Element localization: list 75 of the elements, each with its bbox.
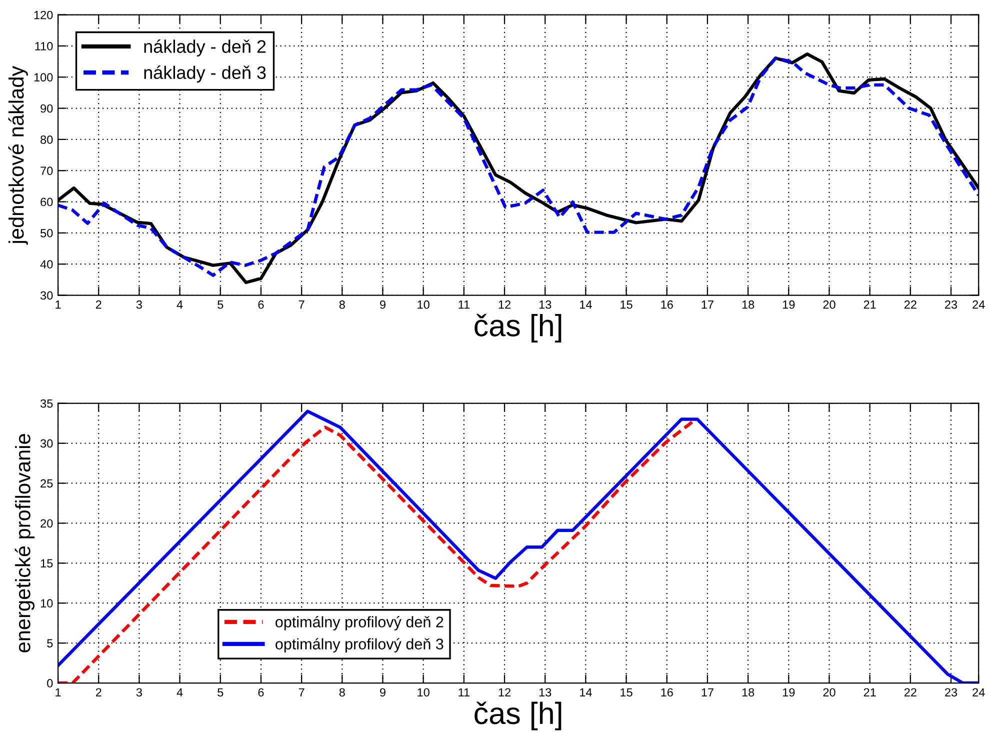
x-tick-label: 10: [418, 688, 430, 697]
x-tick-label: 7: [298, 688, 304, 696]
x-tick-label: 17: [702, 300, 714, 309]
x-tick-label: 2: [96, 300, 102, 309]
y-tick-label: 10: [40, 599, 53, 608]
x-tick-label: 19: [782, 688, 795, 697]
x-tick-label: 19: [782, 300, 795, 309]
x-tick-label: 9: [380, 300, 386, 309]
x-tick-label: 4: [176, 688, 183, 696]
x-tick-label: 24: [972, 688, 985, 696]
x-tick-label: 17: [702, 688, 714, 696]
x-tick-label: 15: [620, 688, 632, 697]
x-tick-label: 21: [864, 688, 876, 696]
y-tick-label: 40: [40, 260, 53, 268]
y-tick-label: 5: [47, 639, 53, 648]
y-tick-label: 50: [40, 228, 53, 238]
x-tick-label: 23: [945, 300, 958, 309]
y-tick-label: 60: [40, 198, 53, 206]
x-tick-label: 12: [498, 688, 510, 696]
x-tick-label: 20: [823, 688, 836, 697]
y-tick-label: 20: [40, 519, 53, 528]
x-tick-label: 22: [904, 688, 916, 696]
x-tick-label: 7: [298, 300, 304, 309]
legend-label: optimálny profilový deň 3: [276, 638, 444, 652]
x-tick-label: 21: [864, 300, 876, 309]
x-tick-label: 16: [661, 688, 673, 697]
x-tick-label: 2: [96, 688, 102, 696]
x-tick-label: 4: [176, 300, 183, 309]
y-tick-label: 70: [40, 166, 53, 176]
x-tick-label: 20: [823, 300, 836, 309]
legend-label: náklady - deň 3: [144, 66, 266, 83]
x-tick-label: 23: [945, 688, 958, 697]
x-tick-label: 3: [136, 688, 142, 697]
x-tick-label: 8: [339, 300, 345, 309]
x-axis-title: čas [h]: [474, 702, 562, 730]
legend-label: optimálny profilový deň 2: [276, 616, 444, 630]
line-series: [58, 419, 696, 684]
y-axis-title: energetické profilovanie: [14, 434, 34, 652]
x-tick-label: 8: [339, 688, 345, 697]
y-tick-label: 0: [47, 679, 53, 688]
y-tick-label: 100: [34, 73, 53, 82]
y-tick-label: 30: [40, 439, 53, 448]
legend-label: náklady - deň 2: [144, 39, 266, 57]
y-tick-label: 110: [35, 42, 53, 50]
x-tick-label: 14: [580, 300, 592, 309]
y-axis-title: jednotkové náklady: [8, 66, 28, 245]
x-tick-label: 11: [458, 688, 470, 696]
x-tick-label: 3: [136, 300, 142, 309]
x-tick-label: 6: [258, 300, 264, 309]
y-tick-label: 90: [40, 104, 53, 113]
x-tick-label: 9: [380, 688, 386, 697]
x-tick-label: 13: [539, 688, 552, 697]
x-axis-title: čas [h]: [474, 314, 562, 342]
x-tick-label: 5: [218, 300, 224, 309]
x-tick-label: 18: [742, 688, 754, 697]
x-tick-label: 6: [258, 688, 264, 697]
x-tick-label: 15: [620, 300, 632, 309]
x-tick-label: 10: [418, 300, 430, 309]
y-tick-label: 25: [40, 479, 53, 488]
y-tick-label: 35: [40, 399, 53, 408]
x-tick-label: 1: [56, 688, 61, 696]
y-tick-label: 80: [40, 135, 53, 144]
y-tick-label: 120: [34, 10, 53, 20]
y-tick-label: 30: [40, 291, 53, 300]
x-tick-label: 22: [904, 300, 916, 309]
x-tick-label: 16: [661, 300, 673, 309]
x-tick-label: 18: [742, 300, 754, 309]
x-tick-label: 12: [498, 300, 510, 309]
y-tick-label: 15: [40, 559, 53, 568]
x-tick-label: 13: [539, 300, 552, 309]
x-tick-label: 14: [580, 688, 592, 696]
x-tick-label: 1: [56, 300, 61, 309]
x-tick-label: 11: [458, 300, 470, 309]
x-tick-label: 5: [218, 688, 224, 697]
x-tick-label: 24: [972, 300, 985, 309]
